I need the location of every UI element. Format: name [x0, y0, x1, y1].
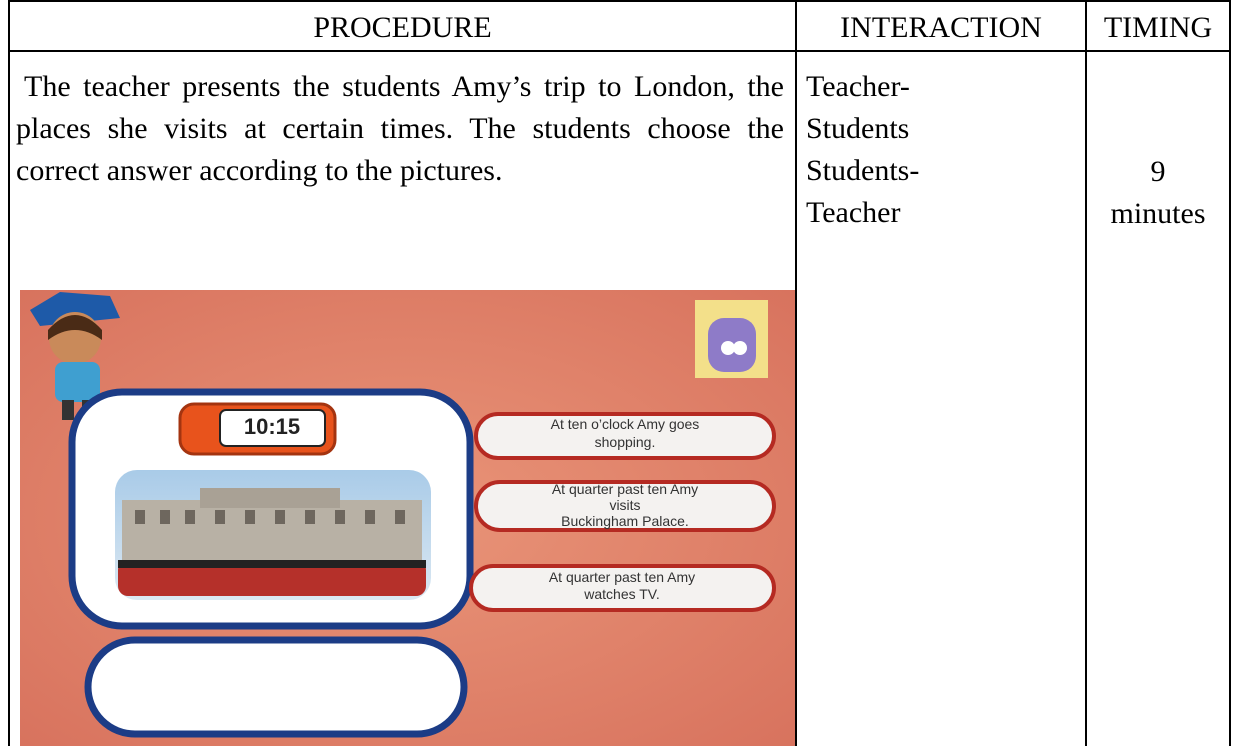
timing-cell: 9 minutes [1087, 151, 1229, 235]
procedure-text: The teacher presents the students Amy’s … [16, 70, 784, 187]
clock: 10:15 [178, 402, 337, 456]
option-button[interactable] [469, 564, 776, 612]
interaction-line: Students- [806, 154, 920, 187]
option-text: At quarter past ten Amy [552, 481, 698, 497]
answer-box [84, 636, 468, 738]
photo [115, 470, 431, 600]
table-border [1085, 0, 1087, 746]
table-border [8, 0, 1231, 2]
column-header: INTERACTION [840, 11, 1042, 44]
option-text: visits [609, 497, 640, 513]
option-text: At ten o’clock Amy goes [551, 416, 700, 432]
timing-line: minutes [1110, 197, 1206, 230]
backpack-icon [695, 300, 768, 378]
option-text: shopping. [595, 434, 656, 450]
interaction-cell: Teacher- Students Students- Teacher [806, 66, 919, 234]
timing-line: 9 [1150, 155, 1166, 188]
option-text: watches TV. [583, 586, 660, 602]
column-header: PROCEDURE [313, 11, 492, 44]
clock-time: 10:15 [244, 414, 300, 439]
interaction-line: Teacher [806, 196, 901, 229]
interaction-line: Teacher- [806, 70, 910, 103]
option-text: At quarter past ten Amy [549, 569, 695, 585]
table-border [8, 50, 1231, 52]
option-button[interactable] [474, 480, 776, 532]
screenshot: 10:15 At ten o’clock Amy goes shopping. … [20, 290, 795, 746]
option-button[interactable] [474, 412, 776, 460]
table-border [795, 0, 797, 746]
option-text: Buckingham Palace. [561, 513, 689, 529]
table-border [8, 0, 10, 746]
table-border [1229, 0, 1231, 746]
interaction-line: Students [806, 112, 910, 145]
column-header: TIMING [1103, 11, 1213, 44]
